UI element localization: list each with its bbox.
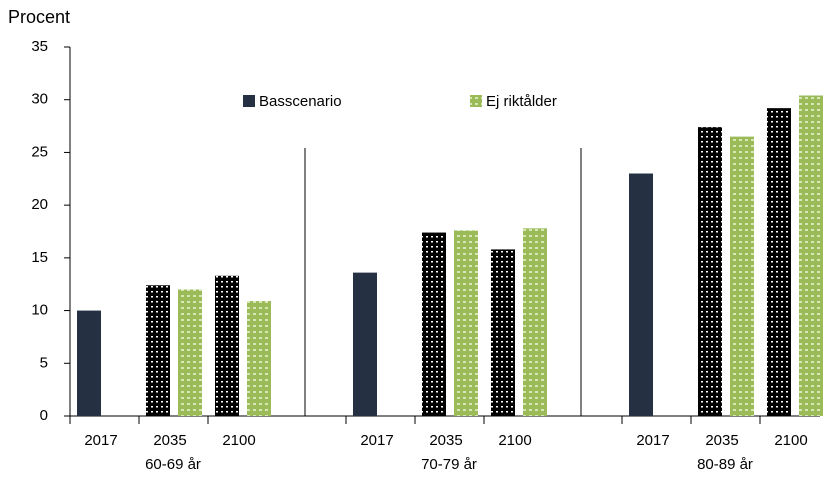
bar	[767, 108, 791, 417]
y-tick-label: 0	[40, 407, 48, 424]
bar	[215, 275, 239, 416]
y-tick-label: 30	[31, 91, 48, 108]
bar	[698, 127, 722, 416]
bar	[523, 228, 547, 416]
bar	[730, 136, 754, 416]
group-label: 80-89 år	[697, 456, 753, 473]
bar	[491, 249, 515, 416]
y-tick-label: 15	[31, 249, 48, 266]
legend-label: Ej riktålder	[486, 93, 557, 110]
bar	[178, 289, 202, 416]
y-tick-label: 35	[31, 38, 48, 55]
x-tick-label: 2100	[222, 432, 255, 449]
legend-label: Basscenario	[259, 93, 342, 110]
x-tick-label: 2017	[84, 432, 117, 449]
x-tick-label: 2100	[774, 432, 807, 449]
bar	[77, 310, 101, 416]
bar	[422, 232, 446, 416]
group-label: 70-79 år	[421, 456, 477, 473]
y-tick-label: 10	[31, 302, 48, 319]
x-tick-label: 2017	[360, 432, 393, 449]
legend-swatch	[243, 95, 255, 107]
group-label: 60-69 år	[145, 456, 201, 473]
x-tick-label: 2035	[705, 432, 738, 449]
bar	[629, 173, 653, 416]
x-tick-label: 2017	[636, 432, 669, 449]
legend-swatch	[470, 95, 482, 107]
bar	[353, 272, 377, 416]
x-tick-label: 2035	[429, 432, 462, 449]
bar	[799, 95, 823, 417]
x-tick-label: 2100	[498, 432, 531, 449]
y-tick-label: 5	[40, 354, 48, 371]
x-tick-label: 2035	[153, 432, 186, 449]
y-tick-label: 20	[31, 196, 48, 213]
y-tick-label: 25	[31, 143, 48, 160]
y-axis-label: Procent	[8, 7, 70, 27]
bar	[146, 285, 170, 416]
bar	[247, 301, 271, 416]
bar	[454, 230, 478, 416]
